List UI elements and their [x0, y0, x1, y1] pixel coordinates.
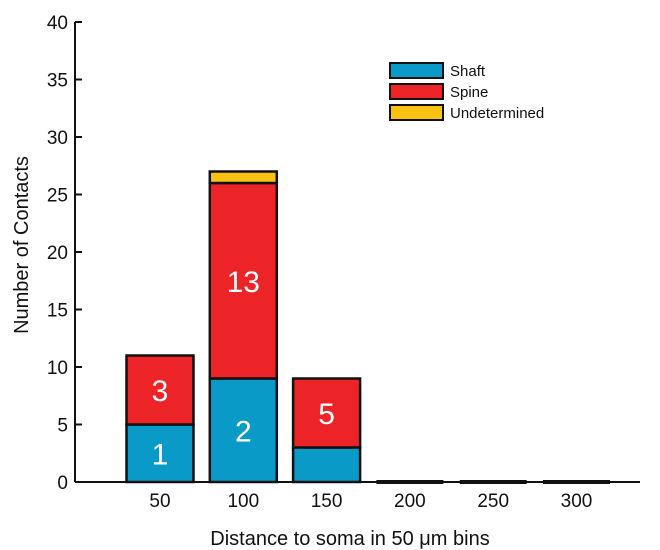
x-tick-label: 150: [311, 491, 343, 512]
bar-spine-100: [208, 181, 279, 380]
y-tick-label: 5: [57, 416, 68, 437]
legend-label-shaft: Shaft: [450, 63, 486, 80]
x-tick-label: 250: [477, 491, 509, 512]
legend-swatch-shaft: [389, 62, 444, 79]
bar-spine-50: [125, 354, 195, 426]
bar-value-label: 2: [235, 415, 252, 448]
bar-value-label: 3: [152, 375, 169, 408]
y-tick-label: 35: [47, 71, 68, 92]
y-tick-label: 30: [47, 128, 68, 149]
bar-undetermined-100: [208, 170, 279, 185]
bar-shaft-150: [291, 446, 362, 484]
x-tick-label: 300: [561, 491, 593, 512]
bar-value-label: 5: [318, 398, 335, 431]
legend-swatch-spine: [389, 83, 444, 100]
legend-swatch-undetermined: [389, 104, 444, 121]
bar-value-label: 1: [152, 438, 169, 471]
legend-label-spine: Spine: [450, 84, 488, 101]
y-tick-label: 15: [47, 301, 68, 322]
y-tick-label: 20: [47, 243, 68, 264]
bar-spine-150: [291, 377, 362, 449]
legend: Shaft Spine Undetermined: [389, 62, 544, 122]
x-tick-label: 100: [227, 491, 259, 512]
y-axis-title: Number of Contacts: [11, 156, 33, 334]
y-tick-label: 25: [47, 186, 68, 207]
legend-label-undetermined: Undetermined: [450, 105, 544, 122]
x-axis-title: Distance to soma in 50 μm bins: [210, 528, 489, 550]
y-tick-label: 10: [47, 358, 68, 379]
y-tick-label: 0: [57, 473, 68, 494]
bar-value-label: 13: [227, 266, 260, 299]
y-tick-label: 40: [47, 13, 68, 34]
x-tick-label: 50: [149, 491, 170, 512]
x-tick-label: 200: [394, 491, 426, 512]
